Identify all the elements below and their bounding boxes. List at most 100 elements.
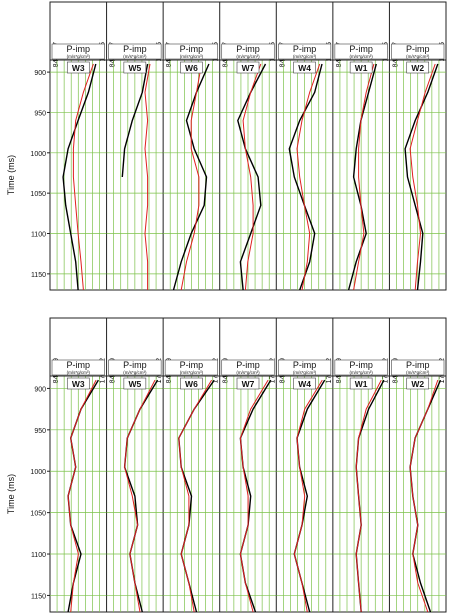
track-unit: (m/s*g/cm³) (293, 54, 317, 59)
well-name: W5 (128, 63, 141, 73)
well-name: W5 (128, 379, 141, 389)
track-unit: (m/s*g/cm³) (350, 370, 374, 375)
well-name-box (180, 377, 203, 390)
track-title: P-imp (67, 44, 91, 54)
track-unit: (m/s*g/cm³) (236, 370, 260, 375)
log-curve (409, 379, 439, 613)
well-name: W2 (411, 379, 424, 389)
track-title: P-imp (406, 44, 430, 54)
y-tick-label: 1100 (31, 552, 46, 559)
y-tick-label: 950 (34, 110, 46, 117)
y-tick-label: 950 (34, 428, 46, 435)
log-curve (178, 379, 213, 613)
well-name: W3 (72, 63, 85, 73)
track-title: P-imp (349, 44, 373, 54)
track-title: P-imp (123, 44, 147, 54)
well-name: W1 (355, 63, 368, 73)
well-name-box (349, 377, 373, 390)
log-curve (121, 63, 149, 178)
log-curve (409, 63, 436, 291)
track-header-box (221, 359, 275, 376)
well-name: W7 (242, 63, 255, 73)
track-header-box (51, 43, 105, 60)
track-header-box (164, 43, 219, 60)
well-name: W3 (72, 379, 85, 389)
track-unit: (m/s*g/cm³) (67, 54, 91, 59)
track-unit: (m/s*g/cm³) (180, 370, 204, 375)
log-panel: Time (ms)90095010001050110011508445.9917… (6, 317, 447, 613)
log-curve (180, 63, 202, 291)
y-tick-label: 1150 (31, 593, 46, 600)
well-name: W4 (298, 63, 311, 73)
well-name: W1 (355, 379, 368, 389)
y-tick-label: 1150 (31, 272, 46, 279)
log-curve (72, 63, 94, 291)
track-unit: (m/s*g/cm³) (180, 54, 204, 59)
well-name: W6 (185, 63, 198, 73)
track-title: P-imp (293, 44, 317, 54)
track-title: P-imp (67, 360, 91, 370)
log-curve (347, 63, 377, 291)
well-name-box (406, 377, 430, 390)
well-name-box (293, 377, 316, 390)
y-tick-label: 1100 (31, 232, 46, 239)
track-unit: (m/s*g/cm³) (350, 54, 374, 59)
track-header-box (108, 359, 162, 376)
track-unit: (m/s*g/cm³) (406, 54, 430, 59)
track-title: P-imp (123, 360, 147, 370)
track-title: P-imp (349, 360, 373, 370)
log-curve (288, 63, 323, 291)
log-curve (293, 379, 323, 613)
log-curve (172, 63, 210, 291)
well-name-box (123, 377, 147, 390)
track-header-box (108, 43, 162, 60)
log-curve (124, 379, 156, 613)
log-curve (237, 63, 267, 291)
well-name-box (406, 61, 430, 74)
y-tick-label: 1000 (30, 151, 46, 158)
log-curve (404, 63, 439, 291)
y-tick-label: 900 (34, 70, 46, 77)
y-tick-label: 1050 (30, 511, 46, 518)
log-curve (67, 379, 97, 613)
well-name-box (236, 61, 260, 74)
track-title: P-imp (180, 44, 204, 54)
well-name-box (349, 61, 373, 74)
track-header-box (334, 43, 388, 60)
log-curve (296, 63, 321, 291)
track-unit: (m/s*g/cm³) (293, 370, 317, 375)
log-curve (242, 63, 262, 291)
track-unit: (m/s*g/cm³) (123, 370, 147, 375)
track-title: P-imp (236, 360, 260, 370)
y-tick-label: 1000 (30, 469, 46, 476)
track-header-box (391, 43, 445, 60)
log-curve (62, 63, 97, 291)
track-unit: (m/s*g/cm³) (236, 54, 260, 59)
track-unit: (m/s*g/cm³) (123, 54, 147, 59)
y-tick-label: 1050 (30, 191, 46, 198)
track-title: P-imp (180, 360, 204, 370)
well-name-box (180, 61, 203, 74)
track-title: P-imp (406, 360, 430, 370)
track-header-box (277, 359, 332, 376)
track-header-box (277, 43, 332, 60)
track-unit: (m/s*g/cm³) (67, 370, 91, 375)
track-title: P-imp (293, 360, 317, 370)
track-unit: (m/s*g/cm³) (406, 370, 430, 375)
track-header-box (334, 359, 388, 376)
y-axis-label: Time (ms) (6, 474, 16, 514)
well-name-box (123, 61, 147, 74)
well-name-box (236, 377, 260, 390)
log-curve (144, 63, 151, 290)
track-header-box (51, 359, 105, 376)
well-name: W4 (298, 379, 311, 389)
y-tick-label: 900 (34, 386, 46, 393)
track-header-box (391, 359, 445, 376)
log-curve (239, 379, 269, 613)
track-header-box (221, 43, 275, 60)
y-axis-label: Time (ms) (6, 155, 16, 195)
track-header-box (164, 359, 219, 376)
track-title: P-imp (236, 44, 260, 54)
log-curve (355, 379, 382, 613)
